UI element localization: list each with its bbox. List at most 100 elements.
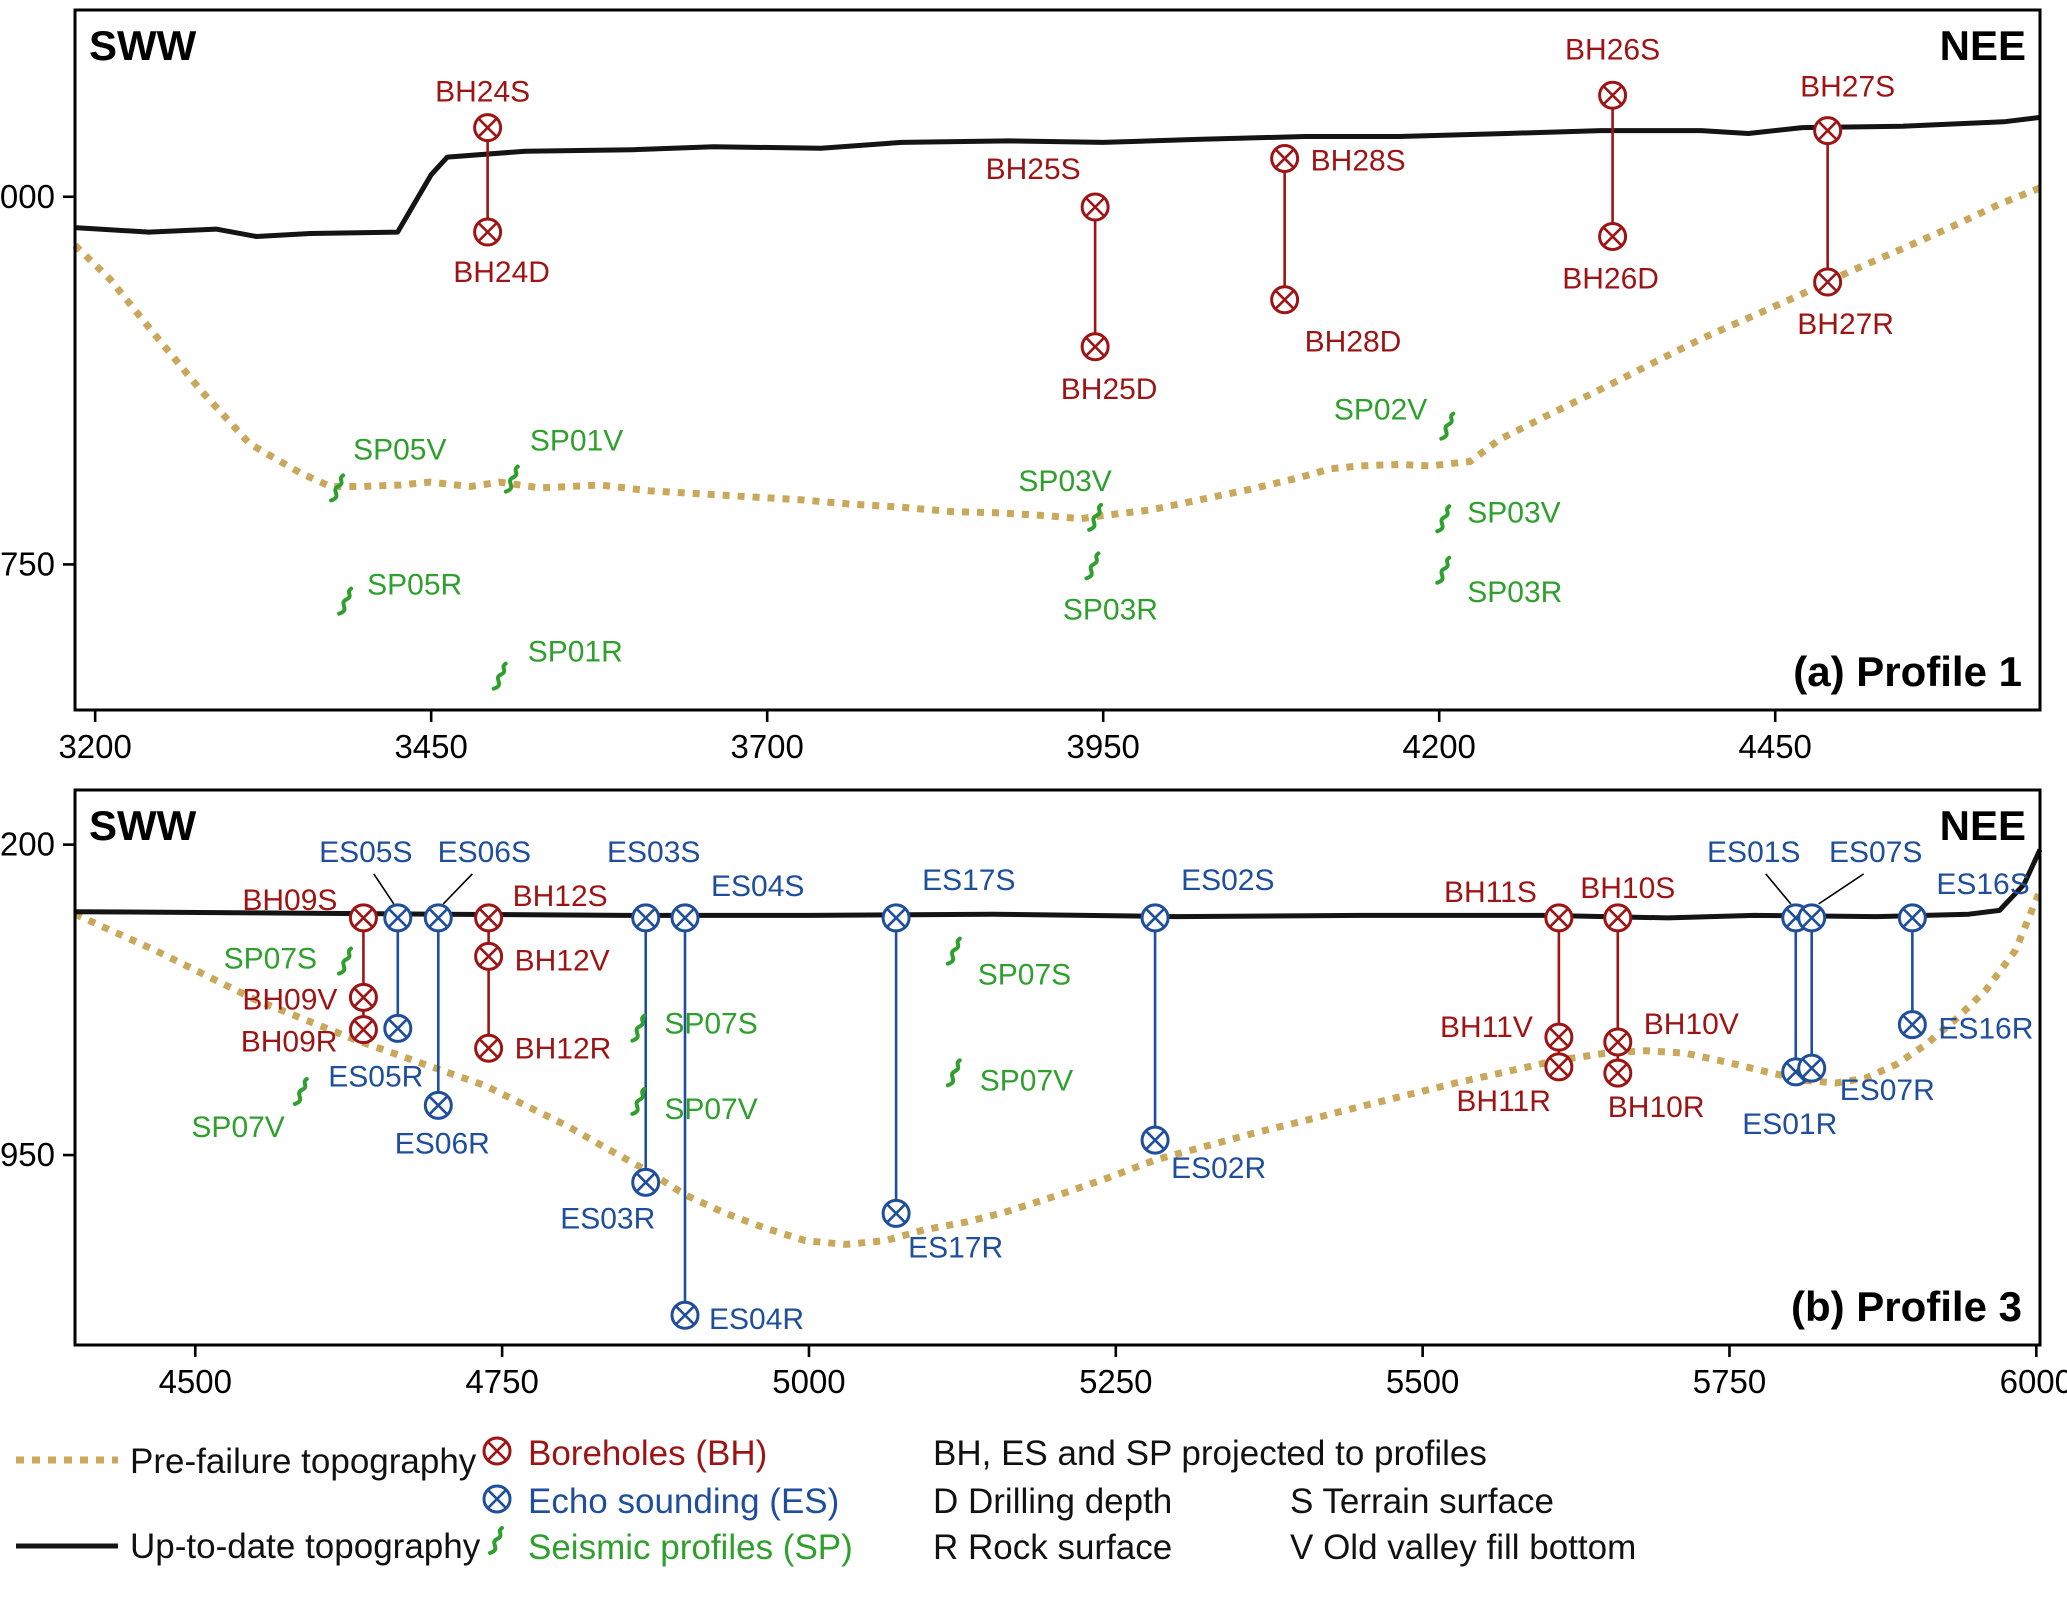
borehole-marker-icon <box>1544 1022 1574 1052</box>
borehole-label-BH11V: BH11V <box>1440 1011 1533 1044</box>
borehole-marker-icon <box>474 1033 504 1063</box>
seismic-label-SP03R: SP03R <box>1467 576 1562 609</box>
panel-profile-1: BH24S BH24D BH25S BH25D BH28S BH28D BH26S BH26D… <box>0 8 2042 765</box>
borehole-marker-icon <box>348 982 378 1012</box>
echo-sounding-label-ES02R: ES02R <box>1171 1152 1266 1185</box>
seismic-label-SP05R: SP05R <box>367 569 462 602</box>
echo-sounding-marker-icon <box>670 1300 700 1330</box>
echo-sounding-marker-icon <box>383 1013 413 1043</box>
echo-sounding-ES01: ES01S ES01R <box>1707 836 1837 1141</box>
echo-sounding-label-ES01S: ES01S <box>1707 836 1800 869</box>
borehole-BH25: BH25S BH25D <box>986 153 1158 406</box>
echo-sounding-marker-icon <box>1897 903 1927 933</box>
y-tick-label: 1200 <box>0 826 55 863</box>
prefailure-topography-line <box>72 184 2042 523</box>
x-tick-label: 4750 <box>465 1363 538 1400</box>
seismic-squiggle-icon <box>1439 411 1456 441</box>
seismic-label-SP03V: SP03V <box>1467 496 1560 529</box>
seismic-squiggle-icon <box>329 473 346 503</box>
borehole-label-BH25S: BH25S <box>986 153 1081 186</box>
x-tick-label: 3450 <box>394 728 467 765</box>
x-tick-label: 3950 <box>1066 728 1139 765</box>
label-leader-line <box>1765 873 1792 905</box>
echo-sounding-marker-icon <box>881 1198 911 1228</box>
seismic-SP01R: SP01R <box>491 636 623 691</box>
x-tick-label: 3200 <box>58 728 131 765</box>
borehole-BH11: BH11S BH11V BH11R <box>1440 876 1574 1118</box>
echo-sounding-marker-icon <box>631 1167 661 1197</box>
borehole-marker-icon <box>1603 903 1633 933</box>
seismic-label-SP02V: SP02V <box>1334 394 1427 427</box>
echo-sounding-label-ES06R: ES06R <box>395 1127 490 1160</box>
seismic-label-SP03R: SP03R <box>1063 593 1158 626</box>
label-leader-line <box>442 873 473 905</box>
borehole-label-BH26D: BH26D <box>1562 262 1659 295</box>
seismic-label-SP07V: SP07V <box>980 1064 1073 1097</box>
echo-sounding-marker-icon <box>631 903 661 933</box>
echo-sounding-label-ES01R: ES01R <box>1742 1108 1837 1141</box>
echo-sounding-label-ES07R: ES07R <box>1840 1074 1935 1107</box>
seismic-squiggle-icon <box>945 936 962 966</box>
borehole-marker-icon <box>1080 332 1110 362</box>
seismic-SP07S: SP07S <box>630 1008 758 1043</box>
x-tick-label: 5000 <box>772 1363 845 1400</box>
borehole-marker-icon <box>474 903 504 933</box>
echo-sounding-ES17: ES17S ES17R <box>881 864 1016 1264</box>
seismic-SP03V: SP03V <box>1435 496 1561 534</box>
echo-sounding-label-ES07S: ES07S <box>1829 836 1922 869</box>
echo-sounding-label-ES16R: ES16R <box>1938 1013 2033 1046</box>
y-tick-label: 1000 <box>0 178 55 215</box>
seismic-squiggle-icon <box>630 1086 647 1116</box>
seismic-SP01V: SP01V <box>503 425 623 494</box>
echo-sounding-ES07: ES07S ES07R <box>1797 836 1935 1107</box>
echo-sounding-ES02: ES02S ES02R <box>1140 864 1274 1185</box>
seismic-squiggle-icon <box>292 1076 309 1106</box>
label-leader-line <box>373 873 395 905</box>
borehole-label-BH28D: BH28D <box>1305 326 1402 359</box>
borehole-BH28: BH28S BH28D <box>1270 144 1406 359</box>
borehole-label-BH25D: BH25D <box>1061 373 1158 406</box>
seismic-SP03V: SP03V <box>1018 465 1112 532</box>
echo-sounding-marker-icon <box>670 903 700 933</box>
prefailure-topography-line <box>73 889 2044 1248</box>
borehole-label-BH27R: BH27R <box>1797 308 1894 341</box>
seismic-SP02V: SP02V <box>1334 394 1456 441</box>
label-leader-line <box>1818 873 1865 905</box>
echo-sounding-ES16: ES16S ES16R <box>1897 868 2033 1046</box>
x-tick-label: 6000 <box>2000 1363 2067 1400</box>
borehole-marker-icon <box>1603 1027 1633 1057</box>
borehole-marker-icon <box>1544 903 1574 933</box>
borehole-label-BH09S: BH09S <box>242 884 337 917</box>
x-tick-label: 5750 <box>1693 1363 1766 1400</box>
borehole-label-BH24D: BH24D <box>453 256 550 289</box>
borehole-label-BH12V: BH12V <box>515 944 610 977</box>
borehole-marker-icon <box>1080 192 1110 222</box>
seismic-squiggle-icon <box>337 586 354 616</box>
seismic-squiggle-icon <box>945 1058 962 1088</box>
echo-sounding-ES04: ES04S ES04R <box>670 870 804 1336</box>
seismic-label-SP01R: SP01R <box>528 636 623 669</box>
echo-sounding-label-ES06S: ES06S <box>438 836 531 869</box>
seismic-SP07V: SP07V <box>945 1058 1073 1097</box>
echo-sounding-marker-icon <box>1897 1010 1927 1040</box>
seismic-squiggle-icon <box>503 464 520 494</box>
borehole-marker-icon <box>1598 80 1628 110</box>
seismic-SP03R: SP03R <box>1063 551 1158 626</box>
borehole-label-BH24S: BH24S <box>435 76 530 109</box>
x-tick-label: 4200 <box>1402 728 1475 765</box>
borehole-marker-icon <box>1598 221 1628 251</box>
seismic-label-SP05V: SP05V <box>353 433 446 466</box>
borehole-marker-icon <box>1813 267 1843 297</box>
echo-sounding-label-ES17S: ES17S <box>922 864 1015 897</box>
seismic-squiggle-icon <box>1084 551 1101 581</box>
seismic-SP07V: SP07V <box>191 1076 309 1144</box>
borehole-label-BH11R: BH11R <box>1456 1085 1550 1118</box>
borehole-label-BH27S: BH27S <box>1800 71 1895 104</box>
echo-sounding-label-ES17R: ES17R <box>908 1231 1003 1264</box>
x-tick-label: 5500 <box>1386 1363 1459 1400</box>
borehole-marker-icon <box>473 113 503 143</box>
seismic-label-SP07V: SP07V <box>191 1111 284 1144</box>
x-tick-label: 3700 <box>730 728 803 765</box>
borehole-marker-icon <box>474 941 504 971</box>
